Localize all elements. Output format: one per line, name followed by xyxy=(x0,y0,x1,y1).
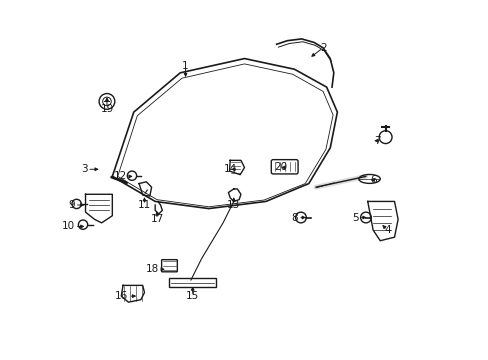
Text: 16: 16 xyxy=(115,291,128,301)
Text: 19: 19 xyxy=(100,104,113,113)
Text: 11: 11 xyxy=(138,200,151,210)
Text: 14: 14 xyxy=(224,164,237,174)
Text: 18: 18 xyxy=(145,264,159,274)
Text: 7: 7 xyxy=(373,136,380,146)
Text: 15: 15 xyxy=(186,291,199,301)
Text: 10: 10 xyxy=(61,221,75,231)
Text: 6: 6 xyxy=(369,175,376,185)
Text: 8: 8 xyxy=(291,212,298,222)
Text: 17: 17 xyxy=(150,214,163,224)
Text: 2: 2 xyxy=(319,43,325,53)
Text: 3: 3 xyxy=(81,164,87,174)
Text: 5: 5 xyxy=(351,212,358,222)
Text: 12: 12 xyxy=(113,171,126,181)
Text: 1: 1 xyxy=(182,61,188,71)
Text: 9: 9 xyxy=(68,200,75,210)
Bar xyxy=(169,278,216,287)
Text: 20: 20 xyxy=(274,162,287,172)
Text: 13: 13 xyxy=(227,200,240,210)
Text: 4: 4 xyxy=(383,225,390,235)
